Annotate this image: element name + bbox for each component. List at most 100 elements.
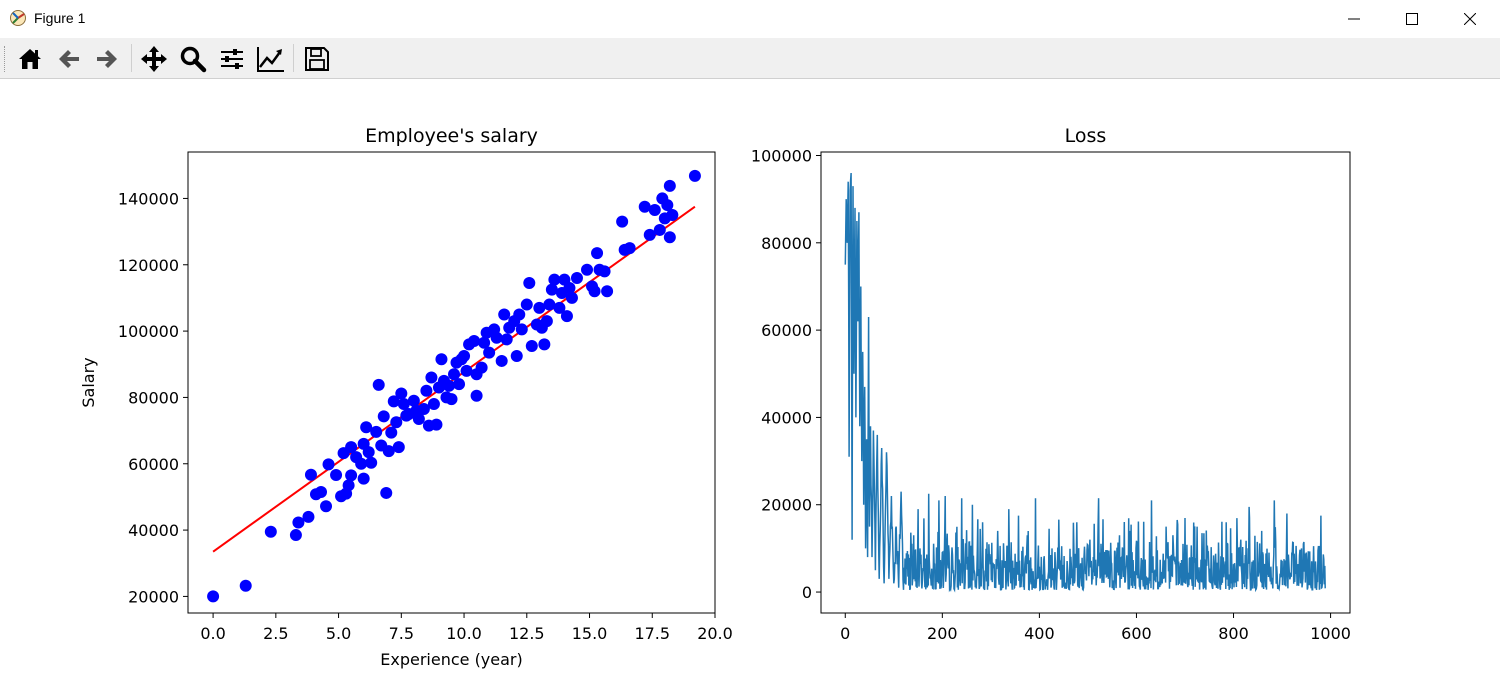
minimize-button[interactable] — [1325, 0, 1383, 38]
y-tick-label: 0 — [802, 583, 812, 602]
data-point — [601, 285, 614, 298]
data-point — [545, 283, 558, 296]
data-point — [370, 425, 383, 438]
data-point — [515, 323, 528, 336]
data-point — [533, 301, 546, 314]
data-point — [320, 500, 333, 513]
data-point — [304, 468, 317, 481]
data-point — [330, 469, 343, 482]
data-point — [458, 349, 471, 362]
home-button[interactable] — [14, 43, 46, 75]
data-point — [430, 418, 443, 431]
data-point — [498, 308, 511, 321]
x-tick-label: 200 — [927, 624, 958, 643]
data-point — [490, 331, 503, 344]
toolbar-separator — [293, 44, 294, 72]
close-icon — [1464, 13, 1476, 25]
axes-frame — [187, 151, 716, 614]
data-point — [523, 277, 536, 290]
axes-frame — [820, 151, 1351, 614]
data-point — [239, 579, 252, 592]
data-point — [588, 285, 601, 298]
zoom-button[interactable] — [177, 43, 209, 75]
data-point — [417, 403, 430, 416]
configure-subplots-button[interactable] — [216, 43, 248, 75]
data-point — [591, 247, 604, 260]
y-tick-label: 40000 — [761, 408, 812, 427]
data-point — [345, 469, 358, 482]
data-point — [453, 378, 466, 391]
pan-button[interactable] — [138, 43, 170, 75]
save-button[interactable] — [301, 43, 333, 75]
zoom-icon — [180, 46, 207, 73]
x-tick-label: 20.0 — [697, 624, 733, 643]
data-point — [397, 398, 410, 411]
y-tick-label: 120000 — [118, 256, 179, 275]
x-tick-label: 0.0 — [200, 624, 225, 643]
data-point — [322, 458, 335, 471]
data-point — [365, 456, 378, 469]
data-point — [264, 525, 277, 538]
figure-svg: 0.0 2.5 5.0 7.5 10.0 12.5 15.0 17.5 20.020000400… — [79, 125, 1351, 669]
y-tick-label: 100000 — [751, 146, 812, 165]
toolbar-separator — [131, 44, 132, 72]
plot-area — [207, 169, 701, 603]
back-button[interactable] — [53, 43, 85, 75]
data-point — [448, 368, 461, 381]
data-point — [377, 410, 390, 423]
x-tick-label: 15.0 — [572, 624, 608, 643]
data-point — [345, 441, 358, 454]
save-icon — [305, 47, 329, 71]
data-point — [425, 371, 438, 384]
window-titlebar: Figure 1 — [0, 0, 1500, 38]
back-arrow-icon — [59, 50, 79, 68]
x-tick-label: 600 — [1121, 624, 1152, 643]
data-point — [538, 338, 551, 351]
y-tick-label: 20000 — [761, 496, 812, 515]
data-point — [445, 393, 458, 406]
y-tick-label: 20000 — [128, 587, 179, 606]
data-point — [525, 340, 538, 353]
data-point — [442, 379, 455, 392]
y-tick-label: 140000 — [118, 189, 179, 208]
y-tick-label: 80000 — [761, 234, 812, 253]
data-point — [560, 310, 573, 323]
maximize-icon — [1406, 13, 1418, 25]
data-point — [470, 389, 483, 402]
maximize-button[interactable] — [1383, 0, 1441, 38]
x-tick-label: 12.5 — [509, 624, 545, 643]
data-point — [513, 308, 526, 321]
navigation-toolbar — [0, 38, 1500, 79]
data-point — [207, 590, 220, 603]
subplots-config-icon — [221, 49, 243, 69]
matplotlib-app-icon — [9, 9, 27, 27]
y-tick-label: 60000 — [761, 321, 812, 340]
figure-canvas[interactable]: 0.0 2.5 5.0 7.5 10.0 12.5 15.0 17.5 20.0 20000 400… — [0, 79, 1500, 680]
x-tick-label: 1000 — [1310, 624, 1351, 643]
close-button[interactable] — [1441, 0, 1499, 38]
data-point — [289, 529, 302, 542]
data-point — [581, 263, 594, 276]
toolbar-grip — [4, 46, 7, 72]
pan-icon — [141, 46, 167, 72]
edit-axes-button[interactable] — [255, 43, 287, 75]
data-point — [648, 204, 661, 217]
data-point — [357, 472, 370, 485]
data-point — [342, 479, 355, 492]
data-point — [468, 335, 481, 348]
forward-button[interactable] — [91, 43, 123, 75]
x-axis-label: Experience (year) — [380, 650, 523, 669]
data-point — [435, 353, 448, 366]
home-icon — [19, 49, 41, 69]
chart-title: Loss — [1065, 125, 1107, 147]
x-tick-label: 2.5 — [263, 624, 288, 643]
data-point — [500, 333, 513, 346]
y-axis-label: Salary — [79, 357, 98, 407]
data-point — [292, 516, 305, 529]
x-tick-label: 400 — [1024, 624, 1055, 643]
data-point — [478, 336, 491, 349]
data-point — [315, 485, 328, 498]
edit-axes-icon — [257, 47, 284, 72]
data-point — [420, 384, 433, 397]
y-tick-label: 80000 — [128, 388, 179, 407]
